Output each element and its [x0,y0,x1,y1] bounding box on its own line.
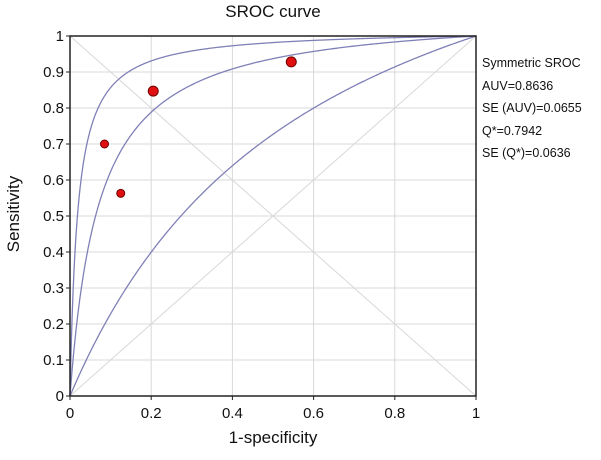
study-point [116,188,126,198]
grid-layer [69,35,477,397]
y-tick-label: 0 [56,388,64,405]
x-tick-label: 0.2 [141,405,162,422]
study-point [147,85,159,97]
x-tick-label: 1 [472,405,480,422]
x-tick-label: 0.4 [222,405,243,422]
stats-q-star: Q*=0.7942 [482,123,543,138]
y-tick-label: 0.6 [43,172,64,189]
x-tick-label: 0.6 [303,405,324,422]
x-tick-label: 0 [66,405,74,422]
sroc-statistics: Symmetric SROC AUV=0.8636 SE (AUV)=0.065… [482,54,600,167]
study-point [285,56,297,68]
y-tick-label: 0.9 [43,64,64,81]
x-tick-label: 0.8 [384,405,405,422]
sroc-curve-sroc [69,35,477,397]
anti-diagonal-line [69,35,477,397]
chart-title: SROC curve [225,2,321,21]
tick-layer: 0 0.2 0.4 0.6 0.8 1 0 0.1 0.2 0.3 0.4 0.5 0.6 0.7 0.8 0… [43,28,480,422]
curve-layer [69,35,477,397]
y-tick-label: 0.1 [43,352,64,369]
stats-se-q-star: SE (Q*)=0.0636 [482,146,571,160]
point-layer [100,56,297,198]
y-tick-label: 0.4 [43,244,64,261]
y-tick-label: 0.8 [43,100,64,117]
y-tick-label: 1 [56,28,64,45]
x-axis-label: 1-specificity [228,428,318,447]
y-tick-label: 0.7 [43,136,64,153]
sroc-curve-lower [69,35,477,397]
sroc-curve-upper [69,35,477,397]
y-tick-label: 0.5 [43,208,64,225]
stats-auv: AUV=0.8636 [482,78,554,93]
study-point [100,139,110,149]
y-tick-label: 0.3 [43,280,64,297]
stats-title: Symmetric SROC [482,56,581,70]
y-tick-label: 0.2 [43,316,64,333]
y-axis-label: Sensitivity [4,175,23,253]
stats-se-auv: SE (AUV)=0.0655 [482,101,582,115]
